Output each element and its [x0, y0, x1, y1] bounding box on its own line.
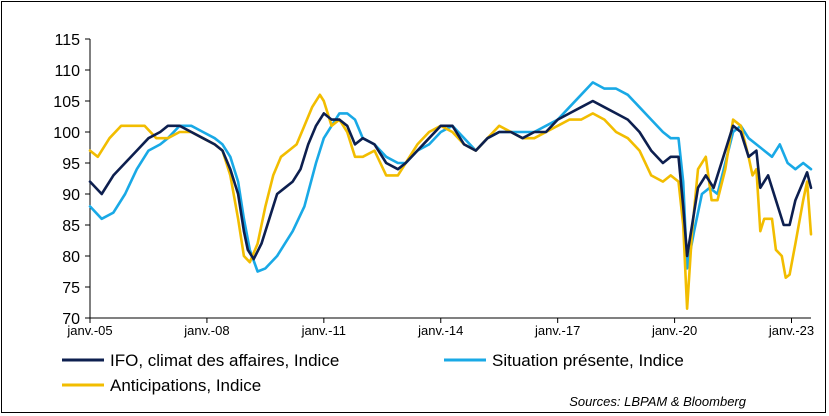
y-tick-label: 105 — [53, 94, 80, 111]
y-tick-label: 100 — [53, 125, 80, 142]
legend-label-anticipations: Anticipations, Indice — [110, 376, 261, 395]
legend-label-situation: Situation présente, Indice — [492, 351, 684, 370]
x-tick-label: janv.-23 — [768, 323, 814, 338]
x-tick-label: janv.-17 — [534, 323, 580, 338]
x-tick-label: janv.-20 — [651, 323, 697, 338]
legend: IFO, climat des affaires, Indice Situati… — [62, 351, 684, 395]
y-tick-label: 80 — [62, 249, 80, 266]
x-tick-label: janv.-05 — [66, 323, 112, 338]
series-line-situation — [88, 81, 813, 273]
y-tick-label: 115 — [54, 32, 80, 49]
y-tick-label: 95 — [62, 156, 80, 173]
axes-layer: 70 75 80 85 90 95 100 105 110 115 janv.-05 janv.-08… — [53, 32, 814, 338]
x-tick-label: janv.-11 — [301, 323, 346, 338]
series-layer — [88, 81, 813, 310]
y-tick-label: 90 — [62, 187, 80, 204]
y-tick-label: 70 — [62, 311, 80, 328]
legend-label-ifo: IFO, climat des affaires, Indice — [110, 351, 339, 370]
y-tick-label: 110 — [54, 63, 80, 80]
x-tick-label: janv.-08 — [183, 323, 229, 338]
x-tick-label: janv.-14 — [417, 323, 463, 338]
series-line-ifo — [88, 99, 813, 261]
y-tick-label: 85 — [62, 218, 80, 235]
y-tick-label: 75 — [62, 280, 80, 297]
source-annotation: Sources: LBPAM & Bloomberg — [569, 394, 747, 409]
